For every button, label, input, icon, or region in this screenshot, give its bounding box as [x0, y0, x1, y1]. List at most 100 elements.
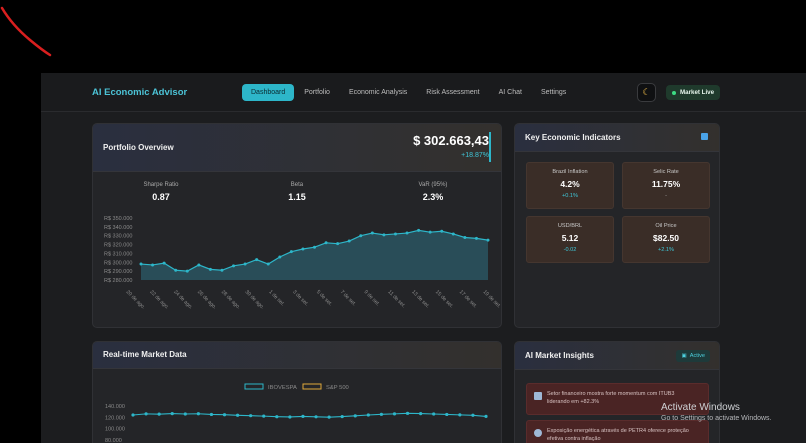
ibovespa-point: [484, 414, 488, 419]
windows-activation-watermark: Activate Windows Go to Settings to activ…: [661, 402, 772, 422]
indicators-title: Key Economic Indicators: [525, 133, 621, 142]
indicator-change: +2.1%: [657, 247, 675, 253]
legend-swatch: [244, 383, 264, 390]
insight-item[interactable]: Exposição energética através de PETR4 of…: [526, 420, 709, 443]
brand-title[interactable]: AI Economic Advisor: [92, 87, 188, 98]
y-tick-label: R$ 320.000: [104, 243, 132, 249]
data-point: [278, 255, 282, 259]
nav-ai-chat[interactable]: AI Chat: [498, 89, 522, 96]
nav-portfolio[interactable]: Portfolio: [304, 89, 330, 96]
stat-var: VaR (95%) 2.3%: [365, 182, 501, 202]
legend-swatch: [302, 383, 322, 390]
ibovespa-point: [458, 413, 462, 417]
market-data-card: Real-time Market Data IBOVESPA S&P 500 140…: [92, 341, 502, 443]
y-tick-label: 100.000: [105, 427, 125, 433]
watermark-subtitle: Go to Settings to activate Windows.: [661, 415, 772, 422]
stat-label: Beta: [290, 182, 304, 188]
area-fill: [141, 230, 488, 280]
portfolio-stats: Sharpe Ratio 0.87 Beta 1.15 VaR (95%) 2.…: [93, 182, 501, 202]
refresh-icon[interactable]: [701, 133, 708, 140]
x-tick-label: 3 de set.: [291, 289, 309, 307]
ibovespa-point: [392, 412, 397, 416]
insight-item[interactable]: Setor financeiro mostra forte momentum c…: [526, 383, 709, 415]
ibovespa-point: [196, 412, 200, 416]
data-point: [220, 268, 224, 272]
y-tick-label: 80.000: [105, 438, 122, 443]
watermark-title: Activate Windows: [661, 402, 740, 413]
x-tick-label: 13 de set.: [410, 289, 430, 309]
stat-beta: Beta 1.15: [229, 182, 365, 202]
indicator-label: Selic Rate: [653, 169, 679, 175]
indicator-selic-rate: Selic Rate 11.75% -: [622, 162, 710, 209]
x-tick-label: 15 de set.: [434, 289, 454, 309]
ibovespa-line: [132, 412, 487, 418]
data-point: [440, 229, 444, 233]
portfolio-chart[interactable]: R$ 350.000 R$ 340.000 R$ 330.000 R$ 320.000…: [93, 214, 502, 326]
data-point: [174, 268, 178, 272]
theme-toggle-button[interactable]: ☾: [637, 83, 656, 102]
y-tick-label: R$ 300.000: [104, 260, 132, 266]
legend-label: IBOVESPA: [268, 385, 297, 391]
y-tick-label: R$ 280.000: [104, 278, 132, 284]
ibovespa-point: [170, 411, 174, 416]
chart-icon: [534, 392, 542, 400]
y-tick-label: R$ 350.000: [104, 216, 132, 222]
ibovespa-point: [131, 413, 135, 417]
data-point: [185, 269, 189, 273]
market-chart[interactable]: IBOVESPA S&P 500 140.000 120.000 100.000 80.0…: [93, 370, 502, 443]
ibovespa-point: [262, 414, 266, 418]
data-point: [139, 262, 143, 266]
indicator-change: -0.02: [563, 247, 577, 253]
active-badge: ▣ Active: [676, 350, 710, 362]
nav-economic-analysis[interactable]: Economic Analysis: [348, 89, 408, 96]
ibovespa-point: [235, 413, 240, 417]
indicator-value: 11.75%: [651, 179, 681, 189]
live-dot-icon: [672, 90, 676, 95]
red-annotation-stroke: [0, 6, 52, 57]
data-point: [197, 263, 201, 267]
ibovespa-point: [249, 414, 253, 418]
nav-risk-assessment[interactable]: Risk Assessment: [426, 89, 480, 96]
data-point: [393, 232, 397, 236]
data-point: [370, 231, 374, 235]
stat-label: VaR (95%): [418, 182, 448, 188]
data-point: [289, 250, 293, 254]
data-point: [162, 261, 166, 265]
data-point: [451, 232, 455, 236]
data-point: [405, 231, 409, 235]
x-tick-label: 7 de set.: [339, 289, 357, 307]
ibovespa-point: [183, 412, 187, 416]
shield-icon: [534, 429, 542, 437]
x-tick-label: 11 de set.: [386, 289, 406, 309]
stat-sharpe: Sharpe Ratio 0.87: [93, 182, 229, 202]
active-label: Active: [689, 353, 705, 359]
y-tick-label: R$ 290.000: [104, 269, 132, 275]
indicator-brazil-inflation: Brazil Inflation 4.2% +0.1%: [526, 162, 614, 209]
x-tick-label: 17 de set.: [458, 289, 478, 309]
ibovespa-point: [366, 413, 370, 417]
y-tick-label: R$ 340.000: [104, 225, 132, 231]
ibovespa-point: [275, 415, 279, 419]
ibovespa-point: [419, 411, 423, 416]
indicator-oil-price: Oil Price $82.50 +2.1%: [622, 216, 710, 263]
data-point: [463, 235, 467, 239]
x-tick-label: 26 de ago.: [196, 289, 218, 311]
data-point: [151, 263, 155, 267]
indicators-header: Key Economic Indicators: [515, 124, 719, 152]
data-point: [382, 233, 386, 237]
data-point: [336, 242, 340, 246]
y-tick-label: R$ 310.000: [104, 251, 132, 257]
indicator-label: Oil Price: [655, 223, 677, 229]
indicator-change: +0.1%: [561, 193, 579, 199]
ibovespa-point: [445, 412, 449, 417]
ai-insights-card: AI Market Insights ▣ Active Setor financ…: [514, 341, 720, 443]
portfolio-total-value: $ 302.663,43: [413, 133, 489, 148]
indicator-value: 4.2%: [560, 179, 580, 189]
nav-dashboard[interactable]: Dashboard: [242, 84, 295, 101]
data-point: [266, 262, 270, 266]
stat-value: 2.3%: [422, 192, 444, 202]
nav-settings[interactable]: Settings: [540, 89, 567, 96]
portfolio-change: +18.87%: [461, 152, 489, 159]
data-point: [255, 258, 259, 262]
